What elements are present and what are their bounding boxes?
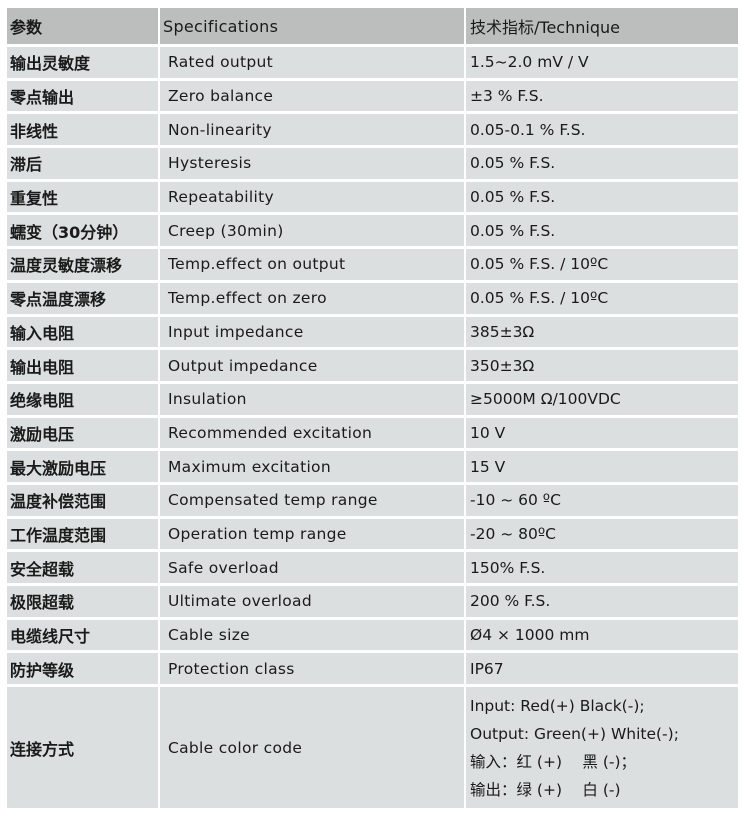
spec-value: 0.05 % F.S. [466,181,738,213]
table-row-cable: 连接方式 Cable color code Input: Red(+) Black(… [7,687,738,809]
table-row: 输出电阻 Output impedance 350±3Ω [7,350,738,381]
table-row: 工作温度范围 Operation temp range -20 ~ 80ºC [7,518,738,550]
header-param: 参数 [7,8,158,44]
spec-value: -10 ~ 60 ºC [466,484,738,516]
param-cn: 绝缘电阻 [7,383,158,415]
param-cn: 最大激励电压 [7,451,158,482]
param-cn: 极限超载 [7,586,158,617]
table-row: 极限超载 Ultimate overload 200 % F.S. [7,586,738,617]
table-row: 输入电阻 Input impedance 385±3Ω [7,316,738,348]
param-cn: 输出灵敏度 [7,47,158,78]
param-cn: 温度灵敏度漂移 [7,249,158,280]
param-cn: 工作温度范围 [7,518,158,550]
spec-value: 0.05 % F.S. / 10ºC [466,282,738,314]
spec-value: 385±3Ω [466,316,738,348]
param-cn: 温度补偿范围 [7,484,158,516]
spec-value: 0.05 % F.S. [466,215,738,247]
table-row: 非线性 Non-linearity 0.05-0.1 % F.S. [7,114,738,146]
table-row: 防护等级 Protection class IP67 [7,653,738,685]
spec-table: 参数 Specifications 技术指标/Technique 输出灵敏度 Ra… [5,5,740,811]
spec-en: Safe overload [160,552,464,583]
table-row: 滞后 Hysteresis 0.05 % F.S. [7,148,738,179]
spec-en: Compensated temp range [160,484,464,516]
table-header-row: 参数 Specifications 技术指标/Technique [7,8,738,44]
spec-en: Maximum excitation [160,451,464,482]
spec-en: Recommended excitation [160,417,464,449]
spec-value: IP67 [466,653,738,685]
param-cn: 电缆线尺寸 [7,619,158,651]
table-row: 温度补偿范围 Compensated temp range -10 ~ 60 ºC [7,484,738,516]
param-cn: 蠕变（30分钟） [7,215,158,247]
cable-color-line: Input: Red(+) Black(-); [470,696,645,715]
param-cn: 滞后 [7,148,158,179]
spec-value: 1.5~2.0 mV / V [466,47,738,78]
cable-color-line: 输入：红 (+) 黑 (-)； [470,752,637,771]
param-cn: 输出电阻 [7,350,158,381]
spec-en: Operation temp range [160,518,464,550]
table-row: 激励电压 Recommended excitation 10 V [7,417,738,449]
spec-value: -20 ~ 80ºC [466,518,738,550]
cable-color-line: 输出：绿 (+) 白 (-) [470,780,621,799]
table-row: 电缆线尺寸 Cable size Ø4 × 1000 mm [7,619,738,651]
spec-en: Zero balance [160,80,464,112]
param-cn: 输入电阻 [7,316,158,348]
header-spec: Specifications [160,8,464,44]
spec-en: Hysteresis [160,148,464,179]
spec-value: Ø4 × 1000 mm [466,619,738,651]
cable-color-values: Input: Red(+) Black(-); Output: Green(+) … [466,687,738,809]
cable-color-line: Output: Green(+) White(-); [470,724,679,743]
spec-value: 15 V [466,451,738,482]
header-technique: 技术指标/Technique [466,8,738,44]
table-row: 零点温度漂移 Temp.effect on zero 0.05 % F.S. / 1… [7,282,738,314]
param-cn: 零点输出 [7,80,158,112]
table-row: 输出灵敏度 Rated output 1.5~2.0 mV / V [7,47,738,78]
spec-value: 350±3Ω [466,350,738,381]
spec-en: Input impedance [160,316,464,348]
table-row: 蠕变（30分钟） Creep (30min) 0.05 % F.S. [7,215,738,247]
spec-en: Ultimate overload [160,586,464,617]
param-cn: 零点温度漂移 [7,282,158,314]
table-row: 重复性 Repeatability 0.05 % F.S. [7,181,738,213]
spec-value: 150% F.S. [466,552,738,583]
param-cn: 非线性 [7,114,158,146]
table-row: 安全超载 Safe overload 150% F.S. [7,552,738,583]
spec-value: 200 % F.S. [466,586,738,617]
spec-value: ±3 % F.S. [466,80,738,112]
table-row: 零点输出 Zero balance ±3 % F.S. [7,80,738,112]
spec-value: ≥5000M Ω/100VDC [466,383,738,415]
spec-en: Output impedance [160,350,464,381]
param-cn: 激励电压 [7,417,158,449]
spec-en: Non-linearity [160,114,464,146]
table-row: 温度灵敏度漂移 Temp.effect on output 0.05 % F.S. … [7,249,738,280]
spec-en: Insulation [160,383,464,415]
param-cn: 安全超载 [7,552,158,583]
table-row: 最大激励电压 Maximum excitation 15 V [7,451,738,482]
spec-value: 0.05 % F.S. [466,148,738,179]
table-row: 绝缘电阻 Insulation ≥5000M Ω/100VDC [7,383,738,415]
spec-en: Cable size [160,619,464,651]
spec-value: 10 V [466,417,738,449]
spec-en: Cable color code [160,687,464,809]
spec-en: Rated output [160,47,464,78]
param-cn: 防护等级 [7,653,158,685]
spec-en: Creep (30min) [160,215,464,247]
param-cn: 重复性 [7,181,158,213]
spec-en: Repeatability [160,181,464,213]
spec-en: Temp.effect on zero [160,282,464,314]
spec-en: Temp.effect on output [160,249,464,280]
param-cn: 连接方式 [7,687,158,809]
spec-value: 0.05 % F.S. / 10ºC [466,249,738,280]
spec-en: Protection class [160,653,464,685]
spec-value: 0.05-0.1 % F.S. [466,114,738,146]
